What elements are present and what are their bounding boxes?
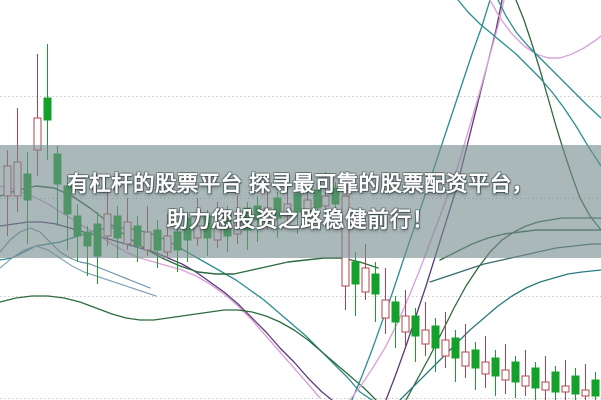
candle-body	[381, 299, 390, 319]
candle-37	[371, 262, 380, 322]
candle-57	[571, 368, 580, 400]
candle-body	[461, 351, 470, 367]
candle-41	[411, 308, 420, 362]
banner-headline-line-2: 助力您投资之路稳健前行！	[166, 207, 435, 232]
candle-body	[561, 385, 570, 393]
candle-body	[361, 267, 370, 293]
candle-body	[421, 329, 430, 345]
candle-4	[43, 44, 52, 160]
candle-40	[401, 290, 410, 346]
candle-body	[521, 375, 530, 387]
ma-line-ma-pink-upper	[489, 0, 601, 59]
candle-39	[391, 296, 400, 348]
candle-body	[43, 97, 52, 121]
ma-line-ma-teal-top	[497, 0, 601, 119]
banner-overlay: 有杠杆的股票平台 探寻最可靠的股票配资平台， 助力您投资之路稳健前行！	[0, 145, 601, 258]
candle-47	[471, 342, 480, 390]
candle-body	[451, 337, 460, 359]
candle-body	[471, 349, 480, 369]
candle-51	[511, 356, 520, 398]
candle-35	[351, 252, 360, 316]
candle-body	[481, 361, 490, 375]
candle-body	[351, 261, 360, 285]
ma-line-ma-darkgreen	[0, 295, 377, 400]
candle-body	[411, 315, 420, 337]
candle-body	[591, 379, 600, 397]
ma-line-ma-teal-lower	[399, 269, 601, 400]
candle-56	[561, 360, 570, 400]
candle-45	[451, 330, 460, 382]
candle-body	[501, 369, 510, 381]
candle-body	[531, 367, 540, 389]
candle-49	[491, 350, 500, 396]
candle-46	[461, 324, 470, 378]
candle-38	[381, 268, 390, 334]
candle-body	[571, 375, 580, 395]
candle-52	[521, 350, 530, 396]
candle-44	[441, 312, 450, 368]
candle-body	[401, 315, 410, 333]
candle-body	[371, 273, 380, 295]
ma-line-ma-teal-top2	[457, 0, 601, 167]
candle-body	[511, 361, 520, 383]
candle-48	[481, 336, 490, 388]
banner-headline-line-1: 有杠杆的股票平台 探寻最可靠的股票配资平台，	[67, 171, 534, 196]
candle-54	[541, 356, 550, 400]
candle-50	[501, 344, 510, 394]
candle-59	[591, 372, 600, 400]
candle-body	[491, 357, 500, 377]
candle-53	[531, 362, 540, 400]
candle-body	[431, 325, 440, 349]
candle-body	[581, 389, 590, 397]
candle-42	[421, 302, 430, 356]
candle-body	[551, 371, 560, 393]
candle-body	[441, 339, 450, 357]
candle-55	[551, 366, 560, 400]
candle-58	[581, 364, 590, 400]
candle-43	[431, 318, 440, 372]
candle-body	[541, 381, 550, 391]
candle-body	[391, 301, 400, 323]
